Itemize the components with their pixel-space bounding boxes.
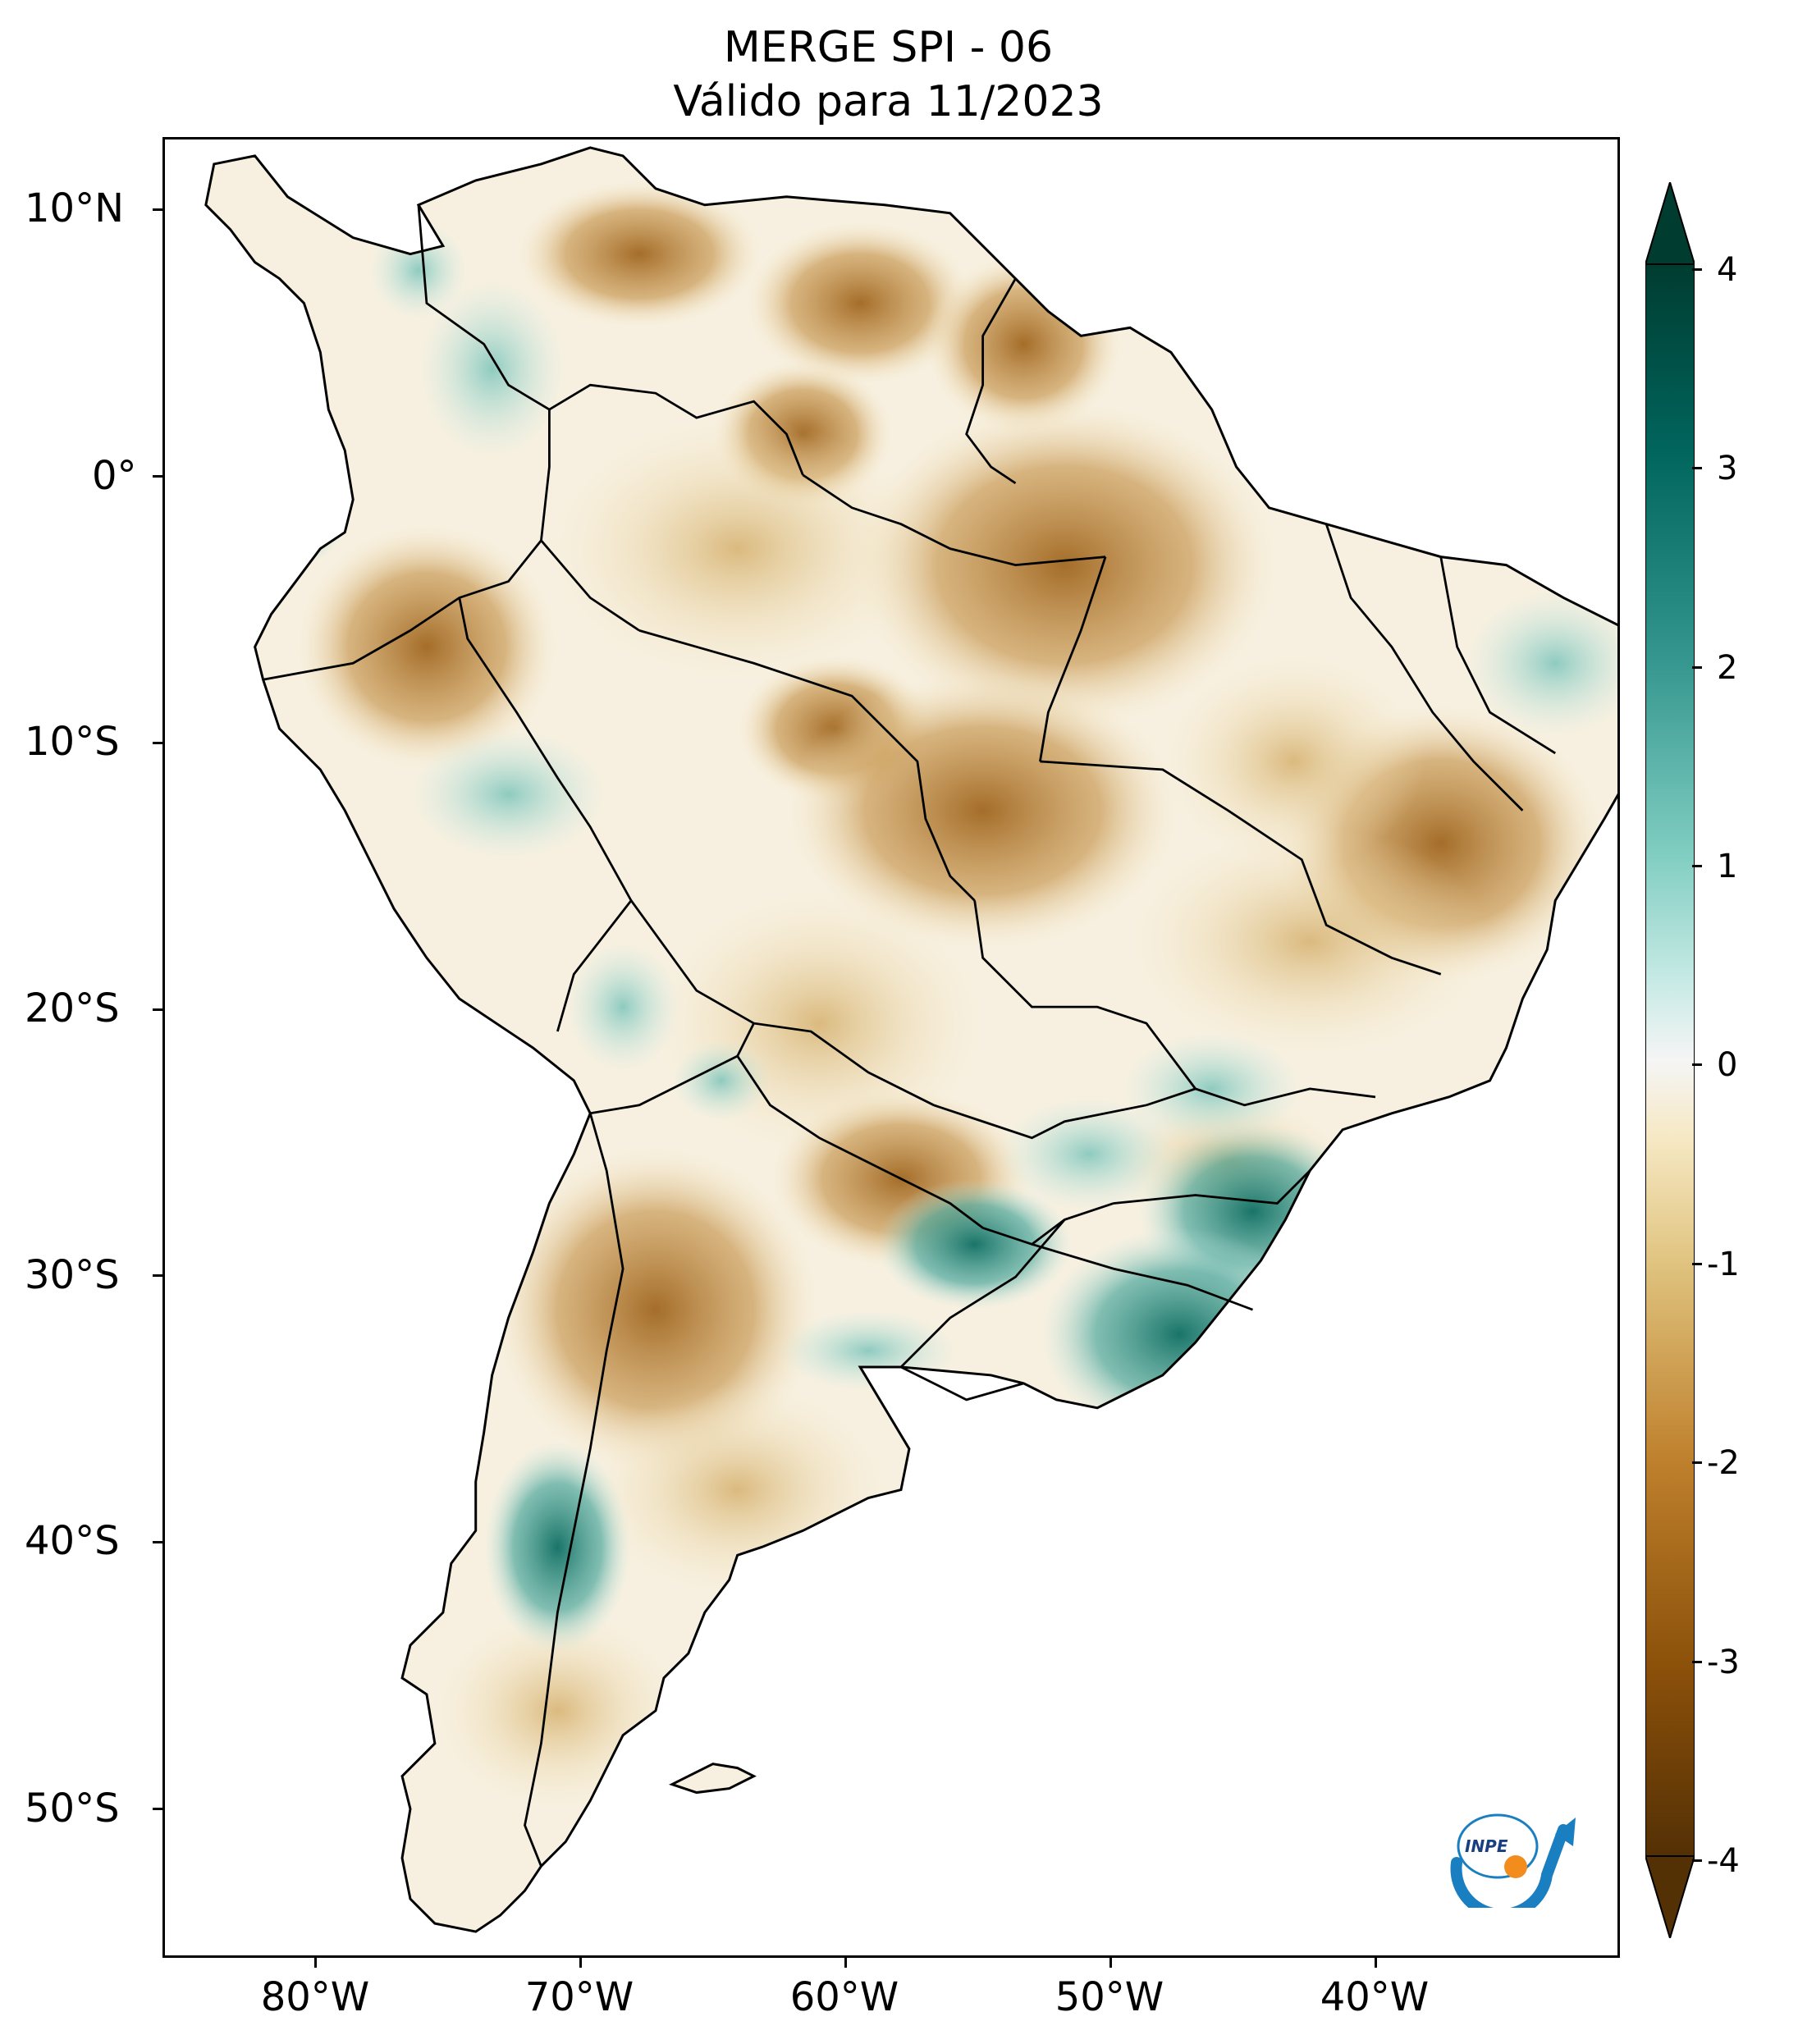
- colorbar-tick-mark: [1692, 1063, 1702, 1066]
- colorbar-tick-label: 4: [1717, 251, 1738, 289]
- xtick-label: 80°W: [260, 1974, 370, 2020]
- colorbar-tick-label: 3: [1717, 450, 1738, 487]
- inpe-logo: INPE: [1450, 1813, 1576, 1908]
- colorbar-tick-mark: [1692, 1859, 1702, 1862]
- colorbar-tick-mark: [1692, 1461, 1702, 1464]
- logo-text: INPE: [1465, 1836, 1508, 1856]
- colorbar-tick-mark: [1692, 666, 1702, 669]
- ytick-mark: [153, 1808, 162, 1810]
- colorbar-tick-mark: [1692, 1661, 1702, 1663]
- ytick-label: 30°S: [25, 1252, 120, 1298]
- xtick-mark: [1109, 1958, 1112, 1968]
- ytick-label: 50°S: [25, 1786, 120, 1831]
- colorbar-tick-label: -2: [1707, 1444, 1740, 1482]
- colorbar-tick-label: 0: [1717, 1046, 1738, 1084]
- xtick-mark: [579, 1958, 582, 1968]
- ytick-label: 10°N: [25, 185, 124, 231]
- colorbar-tick-mark: [1692, 467, 1702, 469]
- ytick-label: 10°S: [25, 719, 120, 765]
- colorbar: [1645, 182, 1695, 1938]
- ytick-mark: [153, 1274, 162, 1277]
- xtick-label: 70°W: [524, 1974, 634, 2020]
- ytick-mark: [153, 742, 162, 744]
- xtick-mark: [314, 1958, 317, 1968]
- ytick-label: 40°S: [25, 1518, 120, 1564]
- map-panel: [162, 137, 1620, 1958]
- south-america-map: [204, 146, 1617, 1933]
- map-subtitle: Válido para 11/2023: [673, 77, 1104, 126]
- falkland-islands: [669, 1763, 757, 1795]
- country-borders: [263, 204, 1556, 1867]
- ytick-mark: [153, 475, 162, 478]
- colorbar-tick-mark: [1692, 268, 1702, 271]
- colorbar-tick-label: 1: [1717, 848, 1738, 885]
- colorbar-tick-mark: [1692, 865, 1702, 867]
- xtick-label: 50°W: [1055, 1974, 1164, 2020]
- colorbar-tick-label: -1: [1707, 1246, 1740, 1283]
- ytick-label: 20°S: [25, 985, 120, 1031]
- ytick-mark: [153, 1008, 162, 1011]
- xtick-mark: [1375, 1958, 1377, 1968]
- xtick-label: 40°W: [1320, 1974, 1430, 2020]
- logo-dot-icon: [1504, 1855, 1527, 1878]
- map-title: MERGE SPI - 06: [723, 23, 1054, 72]
- ytick-mark: [153, 208, 162, 211]
- colorbar-tick-label: -3: [1707, 1644, 1740, 1681]
- colorbar-tick-label: 2: [1717, 649, 1738, 687]
- ytick-label: 0°: [92, 453, 137, 499]
- xtick-label: 60°W: [789, 1974, 899, 2020]
- xtick-mark: [844, 1958, 847, 1968]
- colorbar-tick-mark: [1692, 1263, 1702, 1265]
- ytick-mark: [153, 1541, 162, 1543]
- colorbar-tick-label: -4: [1707, 1842, 1740, 1880]
